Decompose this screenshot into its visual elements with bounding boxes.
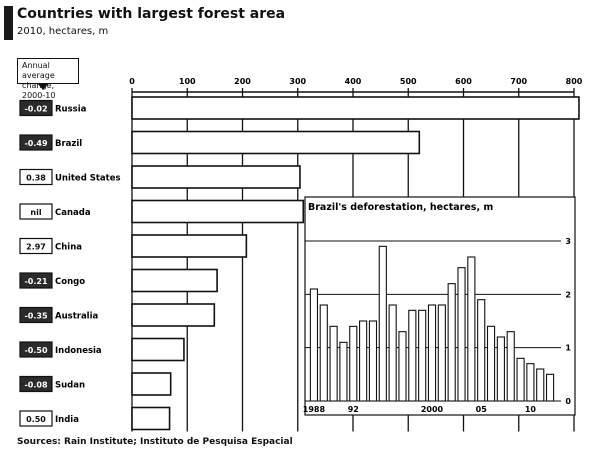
- deforestation-bar: [319, 304, 328, 402]
- deforestation-bar: [349, 325, 358, 402]
- change-value: -0.50: [24, 346, 47, 355]
- chart-subtitle: 2010, hectares, m: [17, 26, 109, 37]
- deforestation-bar: [309, 288, 319, 402]
- forest-area-bar: [131, 406, 171, 431]
- country-label: Australia: [55, 312, 99, 322]
- forest-area-bar: [131, 268, 218, 293]
- country-label: Canada: [55, 208, 91, 218]
- change-value: -0.49: [24, 139, 47, 148]
- country-label: Congo: [55, 277, 85, 287]
- source-note: Sources: Rain Institute; Instituto de Pe…: [17, 437, 293, 447]
- forest-area-bar: [131, 234, 248, 258]
- change-value: 2.97: [26, 243, 46, 252]
- deforestation-bar: [437, 304, 446, 402]
- title-accent-bar: [4, 6, 13, 40]
- country-label: Sudan: [55, 381, 85, 391]
- deforestation-bar: [536, 368, 545, 402]
- change-badge: [19, 237, 53, 255]
- deforestation-bar: [378, 245, 387, 402]
- country-label: China: [55, 243, 82, 253]
- deforestation-bar: [496, 336, 505, 402]
- deforestation-bar: [418, 309, 427, 402]
- change-badge: [19, 410, 53, 427]
- deforestation-bar: [339, 341, 348, 402]
- change-badge: [19, 134, 53, 151]
- inset-y-tick-label: 0: [565, 397, 571, 406]
- x-tick-label: 500: [400, 77, 417, 86]
- deforestation-bar: [506, 331, 515, 402]
- x-tick-label: 800: [566, 77, 583, 86]
- inset-title: Brazil's deforestation, hectares, m: [308, 202, 493, 213]
- country-label: India: [55, 415, 79, 425]
- deforestation-bar: [368, 320, 378, 402]
- deforestation-bar: [388, 304, 397, 402]
- x-tick-label: 200: [234, 77, 251, 86]
- change-value: -0.08: [24, 381, 47, 390]
- x-tick-label: 600: [455, 77, 472, 86]
- country-label: United States: [55, 174, 121, 184]
- forest-area-bar: [131, 96, 580, 120]
- deforestation-bar: [486, 325, 496, 402]
- x-tick-label: 0: [129, 77, 135, 86]
- change-value: -0.02: [24, 105, 47, 114]
- x-tick-label: 100: [179, 77, 196, 86]
- change-value: 0.50: [26, 415, 46, 424]
- deforestation-bar: [398, 331, 407, 402]
- inset-x-tick-label: 2000: [421, 405, 444, 414]
- forest-area-bar: [131, 130, 421, 155]
- x-tick-label: 300: [289, 77, 306, 86]
- x-tick-label: 700: [510, 77, 527, 86]
- deforestation-bar: [447, 283, 456, 402]
- inset-y-tick-label: 3: [565, 237, 571, 246]
- inset-x-tick-label: 10: [525, 405, 537, 414]
- change-badge: [19, 306, 53, 324]
- change-badge: [19, 375, 53, 393]
- country-label: Indonesia: [55, 346, 102, 356]
- deforestation-bar: [457, 267, 466, 402]
- inset-x-tick-label: 05: [476, 405, 488, 414]
- inset-x-tick-label: 92: [348, 405, 359, 414]
- forest-area-bar: [131, 372, 172, 396]
- deforestation-bar: [408, 309, 417, 402]
- change-badge: [19, 99, 53, 117]
- legend-pointer: [38, 84, 48, 90]
- change-value: -0.21: [24, 277, 47, 286]
- deforestation-bar: [516, 357, 525, 402]
- change-value: nil: [30, 208, 41, 217]
- forest-area-bar: [131, 303, 216, 327]
- inset-y-tick-label: 2: [565, 290, 571, 299]
- deforestation-bar: [526, 363, 535, 402]
- change-badge: [19, 341, 53, 358]
- change-badge: [19, 203, 53, 220]
- country-label: Russia: [55, 105, 87, 115]
- change-badge: [19, 272, 53, 289]
- forest-area-bar: [131, 199, 305, 224]
- change-badge: [19, 168, 53, 186]
- chart-title: Countries with largest forest area: [17, 6, 286, 22]
- inset-x-tick-label: 1988: [303, 405, 326, 414]
- change-legend: Annual average change, 2000-10: [17, 58, 79, 100]
- change-value: -0.35: [24, 312, 47, 321]
- deforestation-bar: [545, 373, 555, 402]
- x-tick-label: 400: [345, 77, 362, 86]
- deforestation-bar: [359, 320, 368, 402]
- deforestation-bar: [427, 304, 437, 402]
- country-label: Brazil: [55, 139, 82, 149]
- change-value: 0.38: [26, 174, 46, 183]
- deforestation-bar: [467, 256, 476, 402]
- forest-area-bar: [131, 337, 185, 362]
- forest-area-bar: [131, 165, 301, 189]
- deforestation-bar: [329, 325, 338, 402]
- inset-y-tick-label: 1: [565, 344, 571, 353]
- deforestation-bar: [477, 299, 486, 402]
